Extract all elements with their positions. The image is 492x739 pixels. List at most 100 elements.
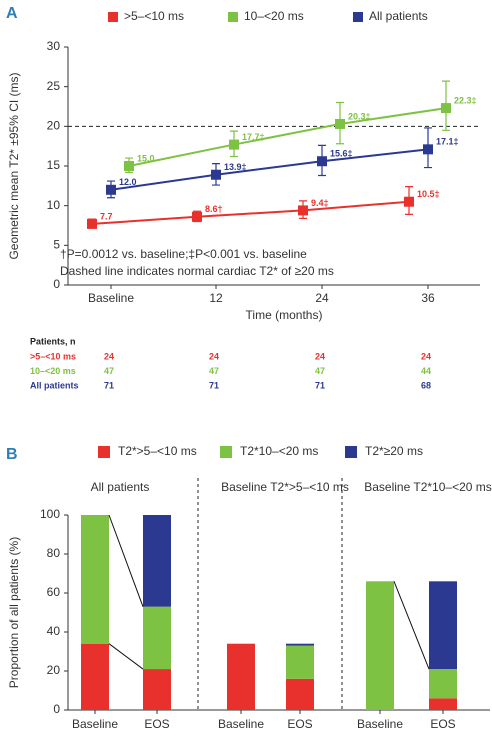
flow-line — [108, 643, 144, 670]
panel-label: B — [6, 446, 18, 463]
bar-segment — [286, 678, 314, 710]
table-cell: 24 — [315, 351, 325, 361]
value-label: 17.1‡ — [436, 137, 459, 147]
y-tick-label: 25 — [47, 79, 61, 93]
y-tick-label: 0 — [53, 277, 60, 291]
value-label: 20.3‡ — [348, 111, 371, 121]
table-cell: 47 — [209, 366, 219, 376]
value-label: 15.0 — [137, 153, 155, 163]
y-tick-label: 0 — [53, 702, 60, 716]
legend-swatch — [220, 446, 232, 458]
marker — [192, 211, 202, 222]
marker — [441, 103, 451, 114]
bar-segment — [429, 698, 457, 710]
bar-segment — [143, 669, 171, 710]
y-tick-label: 10 — [47, 198, 61, 212]
table-cell: 71 — [315, 380, 325, 390]
series-line — [91, 200, 410, 225]
group-label: Baseline T2*>5–<10 ms — [221, 480, 349, 494]
y-tick-label: 80 — [47, 546, 61, 560]
value-label: 9.4‡ — [311, 198, 329, 208]
x-tick-label: 12 — [209, 291, 223, 305]
marker — [404, 196, 414, 207]
table-cell: 47 — [104, 366, 114, 376]
x-tick-label: EOS — [144, 717, 169, 731]
value-label: 17.7‡ — [242, 132, 265, 142]
table-cell: 68 — [421, 380, 431, 390]
y-axis-title: Proportion of all patients (%) — [7, 537, 21, 688]
panel-label: A — [6, 5, 18, 22]
group-label: All patients — [91, 480, 150, 494]
table-row-label: >5–<10 ms — [30, 351, 76, 361]
table-title: Patients, n — [30, 336, 76, 346]
legend-label: T2*10–<20 ms — [240, 444, 318, 458]
value-label: 7.7 — [100, 211, 113, 221]
series-line — [110, 148, 429, 191]
x-tick-label: Baseline — [218, 717, 264, 731]
x-tick-label: Baseline — [357, 717, 403, 731]
x-tick-label: EOS — [287, 717, 312, 731]
bar-segment — [429, 581, 457, 670]
x-axis-title: Time (months) — [246, 308, 323, 322]
legend-label: T2*>5–<10 ms — [118, 444, 197, 458]
legend-swatch — [228, 12, 238, 22]
y-tick-label: 60 — [47, 585, 61, 599]
bar-segment — [286, 643, 314, 646]
y-tick-label: 5 — [53, 238, 60, 252]
y-tick-label: 30 — [47, 39, 61, 53]
legend-label: 10–<20 ms — [244, 9, 304, 23]
annotation: †P=0.0012 vs. baseline;‡P<0.001 vs. base… — [60, 247, 307, 261]
bar-segment — [81, 643, 109, 710]
marker — [335, 118, 345, 129]
y-tick-label: 20 — [47, 119, 61, 133]
legend-swatch — [345, 446, 357, 458]
value-label: 13.9‡ — [224, 162, 247, 172]
value-label: 8.6† — [205, 204, 223, 214]
bar-segment — [143, 515, 171, 607]
table-row-label: 10–<20 ms — [30, 366, 76, 376]
marker — [211, 169, 221, 180]
x-tick-label: Baseline — [72, 717, 118, 731]
marker — [298, 205, 308, 216]
marker — [124, 161, 134, 171]
marker — [87, 218, 97, 229]
bar-segment — [143, 606, 171, 670]
table-row-label: All patients — [30, 380, 79, 390]
y-tick-label: 20 — [47, 663, 61, 677]
y-tick-label: 40 — [47, 624, 61, 638]
legend-label: >5–<10 ms — [124, 9, 184, 23]
marker — [229, 139, 239, 150]
flow-line — [393, 581, 430, 670]
annotation: Dashed line indicates normal cardiac T2*… — [60, 264, 334, 278]
table-cell: 71 — [209, 380, 219, 390]
value-label: 10.5‡ — [417, 189, 440, 199]
legend-label: All patients — [369, 9, 428, 23]
bar-segment — [81, 515, 109, 644]
value-label: 15.6‡ — [330, 149, 353, 159]
flow-line — [108, 514, 144, 607]
x-tick-label: EOS — [430, 717, 455, 731]
table-cell: 71 — [104, 380, 114, 390]
y-axis-title: Geometric mean T2* ±95% CI (ms) — [7, 72, 21, 259]
legend-swatch — [353, 12, 363, 22]
x-tick-label: 24 — [315, 291, 329, 305]
legend-label: T2*≥20 ms — [365, 444, 423, 458]
value-label: 12.0 — [119, 177, 137, 187]
marker — [423, 144, 433, 155]
legend-swatch — [108, 12, 118, 22]
bar-segment — [286, 645, 314, 679]
table-cell: 24 — [421, 351, 431, 361]
y-tick-label: 100 — [40, 507, 60, 521]
y-tick-label: 15 — [47, 158, 61, 172]
series-line — [128, 107, 447, 167]
legend-swatch — [98, 446, 110, 458]
table-cell: 24 — [104, 351, 114, 361]
group-label: Baseline T2*10–<20 ms — [364, 480, 492, 494]
value-label: 22.3‡ — [454, 95, 477, 105]
x-tick-label: 36 — [421, 291, 435, 305]
table-cell: 24 — [209, 351, 219, 361]
table-cell: 44 — [421, 366, 431, 376]
marker — [106, 184, 116, 195]
bar-segment — [429, 669, 457, 699]
